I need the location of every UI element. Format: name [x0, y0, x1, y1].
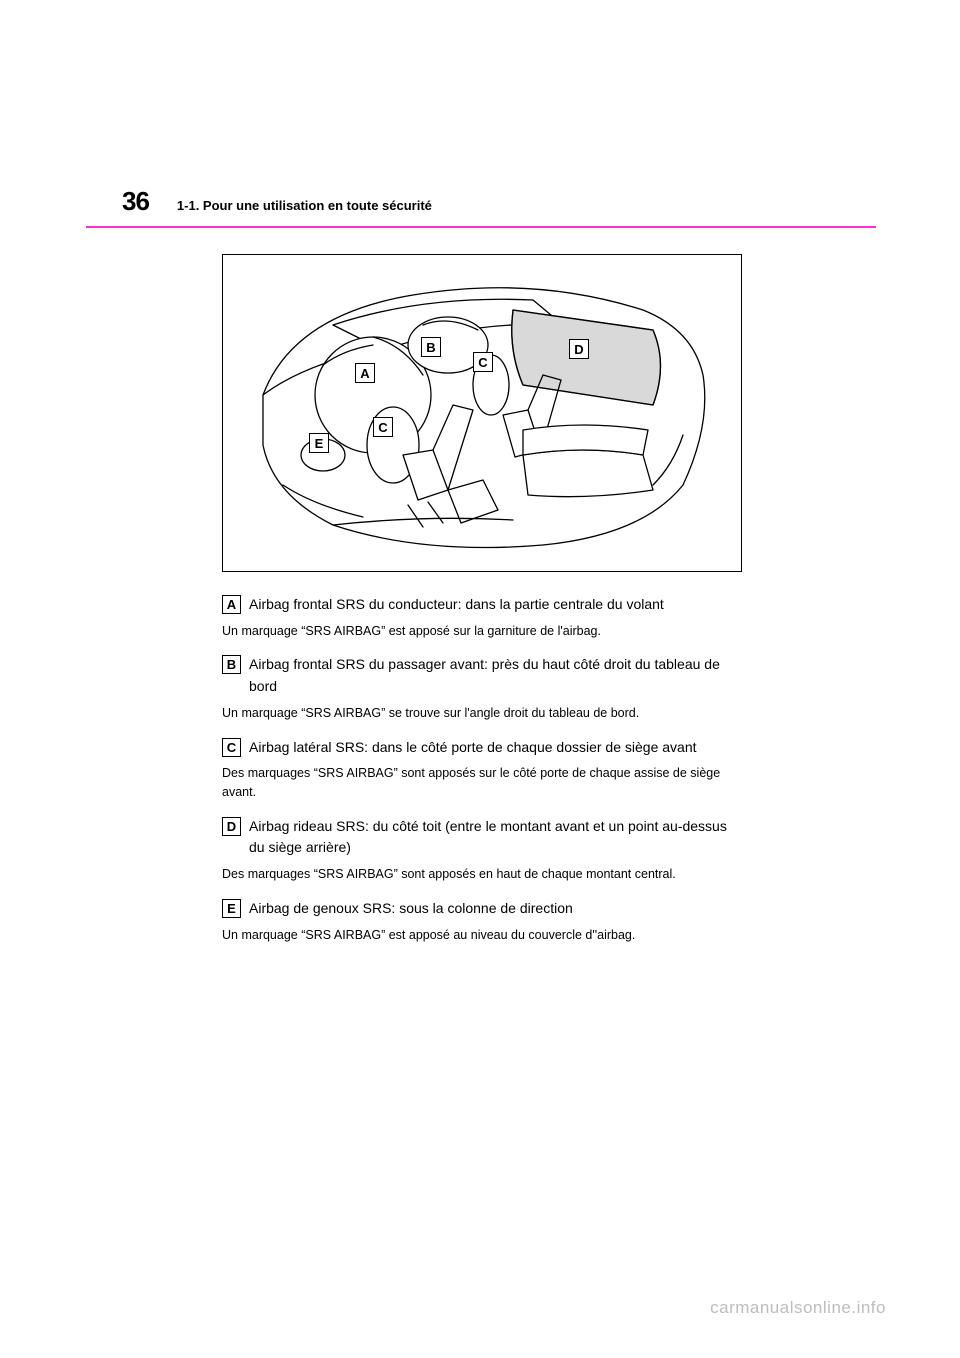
legend-text: Airbag de genoux SRS: sous la colonne de…	[249, 898, 742, 920]
legend-note: Un marquage “SRS AIRBAG” est apposé au n…	[222, 926, 742, 945]
page-header: 36 1-1. Pour une utilisation en toute sé…	[0, 186, 960, 217]
legend-note: Des marquages “SRS AIRBAG” sont apposés …	[222, 764, 742, 802]
car-interior-illustration	[223, 255, 741, 571]
legend-text: Airbag rideau SRS: du côté toit (entre l…	[249, 816, 742, 859]
diagram-label-d: D	[569, 339, 589, 359]
legend-item-head: D Airbag rideau SRS: du côté toit (entre…	[222, 816, 742, 859]
header-rule	[86, 226, 876, 228]
legend-item-head: B Airbag frontal SRS du passager avant: …	[222, 654, 742, 697]
legend-note: Un marquage “SRS AIRBAG” est apposé sur …	[222, 622, 742, 641]
legend-letter: B	[222, 655, 241, 674]
legend-item: C Airbag latéral SRS: dans le côté porte…	[222, 737, 742, 802]
page-number: 36	[122, 186, 149, 217]
legend-item: B Airbag frontal SRS du passager avant: …	[222, 654, 742, 722]
diagram-label-c-lower: C	[373, 417, 393, 437]
legend-item-head: A Airbag frontal SRS du conducteur: dans…	[222, 594, 742, 616]
watermark-footer: carmanualsonline.info	[710, 1298, 886, 1318]
legend-text: Airbag frontal SRS du conducteur: dans l…	[249, 594, 742, 616]
legend-item-head: E Airbag de genoux SRS: sous la colonne …	[222, 898, 742, 920]
diagram-label-e: E	[309, 433, 329, 453]
legend-letter: C	[222, 738, 241, 757]
legend-item: A Airbag frontal SRS du conducteur: dans…	[222, 594, 742, 640]
manual-page: 36 1-1. Pour une utilisation en toute sé…	[0, 0, 960, 1358]
legend-letter: E	[222, 899, 241, 918]
legend-letter: D	[222, 817, 241, 836]
page-content: A B C C D E A Airbag frontal SRS du cond…	[222, 254, 742, 958]
section-title: 1-1. Pour une utilisation en toute sécur…	[177, 198, 432, 213]
legend-item-head: C Airbag latéral SRS: dans le côté porte…	[222, 737, 742, 759]
diagram-label-c-upper: C	[473, 352, 493, 372]
legend-text: Airbag latéral SRS: dans le côté porte d…	[249, 737, 742, 759]
legend-text: Airbag frontal SRS du passager avant: pr…	[249, 654, 742, 697]
diagram-label-a: A	[355, 363, 375, 383]
legend-note: Des marquages “SRS AIRBAG” sont apposés …	[222, 865, 742, 884]
airbag-diagram: A B C C D E	[222, 254, 742, 572]
legend-letter: A	[222, 595, 241, 614]
diagram-label-b: B	[421, 337, 441, 357]
legend-item: D Airbag rideau SRS: du côté toit (entre…	[222, 816, 742, 884]
legend-item: E Airbag de genoux SRS: sous la colonne …	[222, 898, 742, 944]
legend-note: Un marquage “SRS AIRBAG” se trouve sur l…	[222, 704, 742, 723]
